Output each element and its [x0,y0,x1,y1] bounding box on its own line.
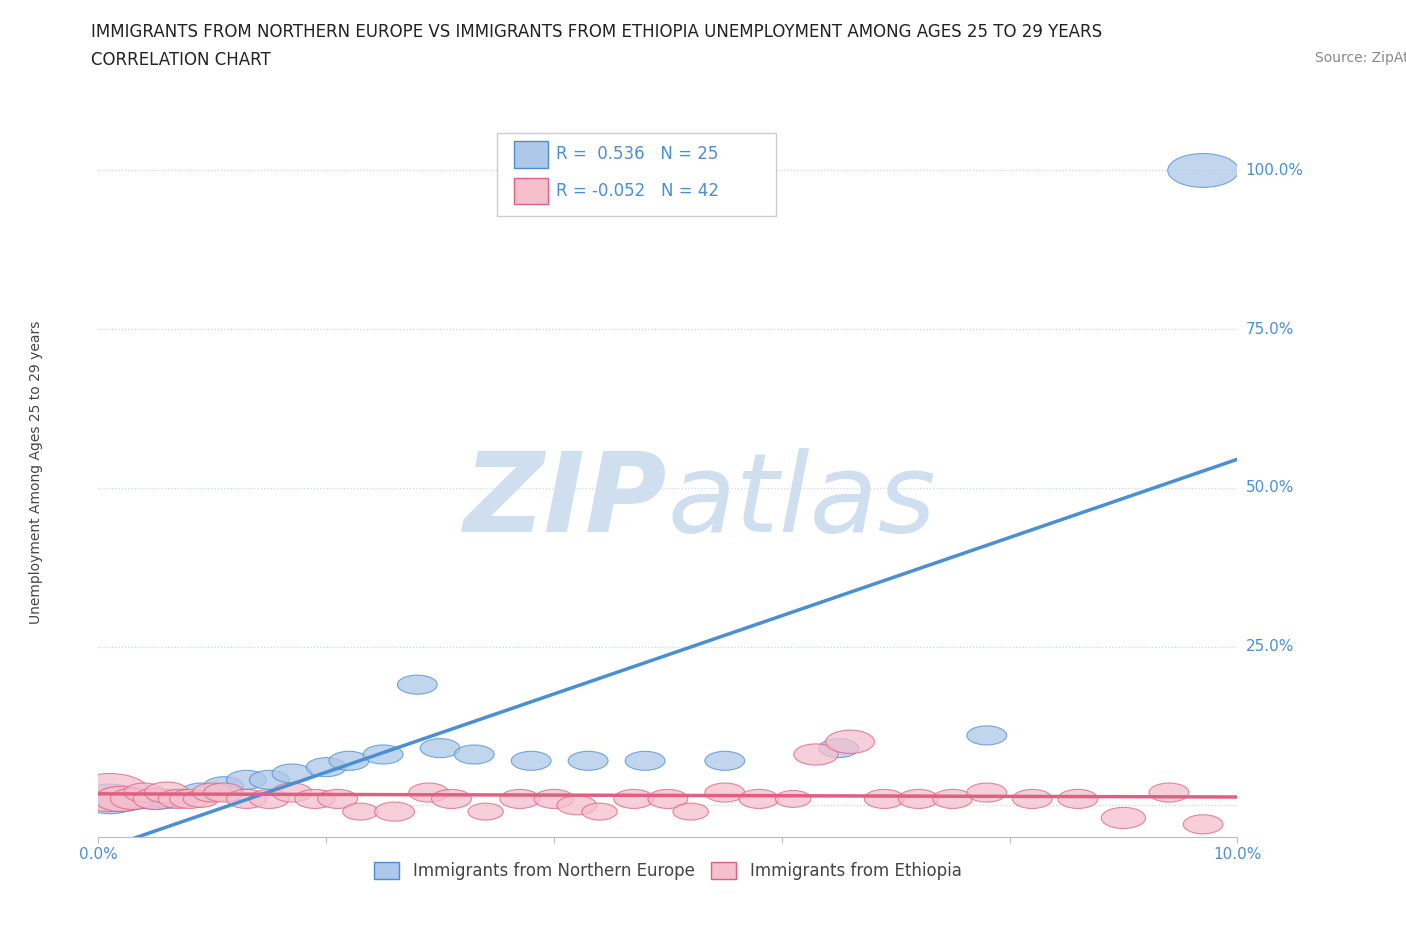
FancyBboxPatch shape [515,141,548,167]
Ellipse shape [94,786,148,812]
Ellipse shape [134,789,177,809]
Ellipse shape [776,790,811,807]
Text: atlas: atlas [668,447,936,554]
Legend: Immigrants from Northern Europe, Immigrants from Ethiopia: Immigrants from Northern Europe, Immigra… [367,856,969,887]
Ellipse shape [614,790,654,808]
Ellipse shape [307,758,346,777]
Ellipse shape [124,783,165,802]
Ellipse shape [374,802,415,821]
Ellipse shape [568,751,607,770]
Ellipse shape [454,745,494,764]
Text: 75.0%: 75.0% [1246,322,1294,337]
Ellipse shape [932,790,973,808]
Ellipse shape [70,774,149,812]
Ellipse shape [1184,815,1223,834]
Ellipse shape [501,790,540,808]
Text: 50.0%: 50.0% [1246,481,1294,496]
Ellipse shape [898,790,938,808]
Ellipse shape [273,764,312,783]
Ellipse shape [582,804,617,820]
Ellipse shape [226,790,266,808]
Ellipse shape [111,789,155,809]
Ellipse shape [295,790,335,808]
Text: 25.0%: 25.0% [1246,639,1294,654]
Ellipse shape [193,783,232,802]
Ellipse shape [704,783,745,802]
Ellipse shape [432,790,471,808]
Ellipse shape [468,804,503,820]
Ellipse shape [249,770,290,790]
Ellipse shape [111,789,155,809]
Ellipse shape [94,786,148,812]
Ellipse shape [740,790,779,808]
Ellipse shape [794,744,838,765]
Ellipse shape [145,782,188,804]
Text: 100.0%: 100.0% [1246,163,1303,178]
Text: ZIP: ZIP [464,447,668,554]
Ellipse shape [512,751,551,770]
Ellipse shape [183,790,219,807]
Ellipse shape [273,783,312,802]
Ellipse shape [825,730,875,753]
Ellipse shape [818,738,859,758]
Ellipse shape [673,804,709,820]
Text: R =  0.536   N = 25: R = 0.536 N = 25 [557,145,718,164]
Ellipse shape [557,796,596,815]
Ellipse shape [967,783,1007,802]
Text: Source: ZipAtlas.com: Source: ZipAtlas.com [1315,51,1406,65]
Ellipse shape [626,751,665,770]
Ellipse shape [204,777,243,796]
Ellipse shape [318,790,357,808]
FancyBboxPatch shape [515,178,548,204]
Text: IMMIGRANTS FROM NORTHERN EUROPE VS IMMIGRANTS FROM ETHIOPIA UNEMPLOYMENT AMONG A: IMMIGRANTS FROM NORTHERN EUROPE VS IMMIG… [91,23,1102,41]
Ellipse shape [967,726,1007,745]
Ellipse shape [1101,807,1146,829]
Ellipse shape [704,751,745,770]
Ellipse shape [420,738,460,758]
Ellipse shape [1012,790,1052,808]
Ellipse shape [363,745,404,764]
FancyBboxPatch shape [498,132,776,217]
Ellipse shape [159,790,198,808]
Ellipse shape [1057,790,1098,808]
Ellipse shape [134,789,177,809]
Ellipse shape [181,783,221,802]
Ellipse shape [343,804,378,820]
Ellipse shape [329,751,368,770]
Text: R = -0.052   N = 42: R = -0.052 N = 42 [557,182,720,200]
Ellipse shape [409,783,449,802]
Ellipse shape [1168,153,1239,187]
Ellipse shape [398,675,437,694]
Ellipse shape [170,790,209,808]
Ellipse shape [534,790,574,808]
Text: Unemployment Among Ages 25 to 29 years: Unemployment Among Ages 25 to 29 years [28,320,42,624]
Ellipse shape [249,790,290,808]
Ellipse shape [79,784,141,814]
Text: CORRELATION CHART: CORRELATION CHART [91,51,271,69]
Ellipse shape [124,790,165,808]
Ellipse shape [204,783,243,802]
Ellipse shape [226,770,266,790]
Ellipse shape [648,790,688,808]
Ellipse shape [1149,783,1189,802]
Ellipse shape [160,790,195,807]
Ellipse shape [146,790,187,808]
Ellipse shape [865,790,904,808]
